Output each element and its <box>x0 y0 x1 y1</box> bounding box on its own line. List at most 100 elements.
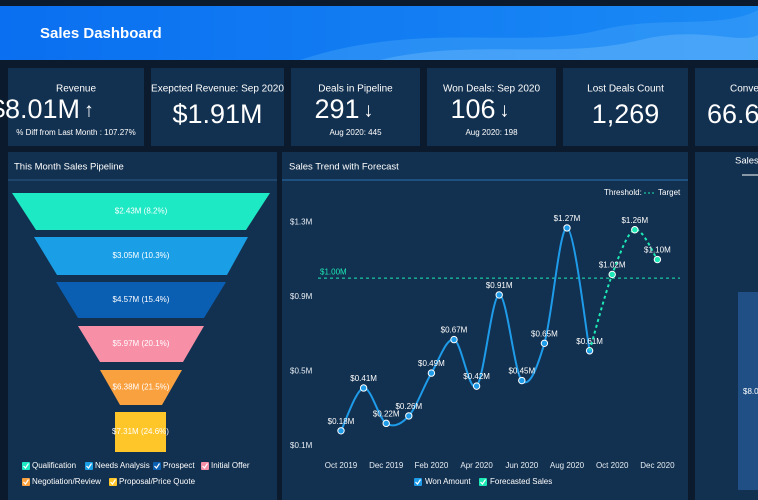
data-point <box>359 384 368 392</box>
kpi-card <box>8 68 144 146</box>
data-label: $0.49M <box>418 359 445 368</box>
y-tick-label: $0.5M <box>290 366 313 375</box>
data-label: $0.22M <box>373 409 400 418</box>
kpi-label: Won Deals: Sep 2020 <box>443 84 541 95</box>
legend-check <box>110 479 116 485</box>
x-tick-label: Oct 2020 <box>596 461 629 470</box>
data-point <box>631 226 639 234</box>
line-chart: $0.1M $0.5M $0.9M $1.3M Oct 2019 Dec 2019 Feb … <box>290 188 681 486</box>
legend-checkbox <box>22 478 30 486</box>
legend-label: Forecasted Sales <box>490 477 552 486</box>
data-point <box>540 339 549 348</box>
data-label: $0.67M <box>441 326 468 335</box>
kpi-value: 66.6 <box>707 99 758 129</box>
funnel-segment <box>115 412 166 452</box>
kpi-value: $8.01M <box>0 94 80 124</box>
dashboard-title: Sales Dashboard <box>40 25 162 42</box>
legend-check <box>23 479 29 485</box>
header-wave <box>380 34 758 60</box>
legend-label: Target <box>658 188 681 197</box>
legend-label: Won Amount <box>425 477 471 486</box>
kpi-value: 291 <box>314 94 359 124</box>
funnel-segment <box>56 282 226 318</box>
data-label: $4.57M (15.4%) <box>113 295 170 304</box>
data-point <box>337 427 345 435</box>
y-tick-label: $1.3M <box>290 217 313 226</box>
kpi-trend: ↓ <box>500 99 510 121</box>
legend-label: Qualification <box>32 461 76 470</box>
legend-label: Proposal/Price Quote <box>119 477 196 486</box>
data-point <box>653 255 662 264</box>
legend-check <box>23 463 29 469</box>
data-label: $5.97M (20.1%) <box>113 339 170 348</box>
kpi-value: 1,269 <box>592 99 660 129</box>
kpi-label: Lost Deals Count <box>587 84 664 95</box>
panel-title: Sales <box>735 156 758 167</box>
data-label: $0.91M <box>486 281 513 290</box>
legend-checkbox <box>153 462 161 470</box>
data-label: $3.05M (10.3%) <box>113 251 170 260</box>
kpi-card <box>695 68 758 146</box>
data-point <box>472 382 481 390</box>
data-label: $1.10M <box>644 246 671 255</box>
side-value: $8.0 <box>743 387 758 396</box>
funnel-segment <box>12 193 270 230</box>
legend-label: Needs Analysis <box>95 461 150 470</box>
kpi-trend: ↓ <box>364 99 374 121</box>
kpi-row: Revenue$8.01M↑ % Diff from Last Month : 1… <box>0 68 758 146</box>
legend-label: Negotiation/Review <box>32 477 101 486</box>
data-label: $1.27M <box>554 214 581 223</box>
legend-check <box>86 463 92 469</box>
data-point <box>427 369 436 377</box>
legend-checkbox <box>414 478 422 486</box>
x-tick-label: Aug 2020 <box>550 461 585 470</box>
data-point <box>563 224 571 232</box>
data-label: $1.26M <box>621 216 648 225</box>
legend-label: Initial Offer <box>211 461 250 470</box>
data-point <box>405 412 413 420</box>
legend-checkbox <box>201 462 209 470</box>
data-label: $1.02M <box>599 261 626 270</box>
data-point <box>608 270 616 279</box>
data-point <box>518 376 526 385</box>
data-label: $6.38M (21.5%) <box>113 383 170 392</box>
data-label: $7.31M (24.6%) <box>112 427 169 436</box>
kpi-label: Exepcted Revenue: Sep 2020 <box>151 84 284 95</box>
kpi-card <box>151 68 284 146</box>
legend-check <box>415 479 421 485</box>
data-label: $0.41M <box>350 374 377 383</box>
legend-check <box>202 463 208 469</box>
data-label: $2.43M (8.2%) <box>115 207 168 216</box>
funnel-segment <box>34 237 248 275</box>
x-tick-label: Jun 2020 <box>505 461 538 470</box>
threshold-label: $1.00M <box>320 267 347 276</box>
y-tick-label: $0.9M <box>290 292 313 301</box>
data-label: $0.42M <box>463 372 490 381</box>
kpi-label: Conver <box>730 84 758 95</box>
x-tick-label: Feb 2020 <box>414 461 448 470</box>
x-tick-label: Oct 2019 <box>325 461 358 470</box>
legend-checkbox <box>85 462 93 470</box>
x-tick-label: Dec 2020 <box>640 461 675 470</box>
kpi-note: % Diff from Last Month : 107.27% <box>16 128 135 137</box>
legend-checkbox <box>109 478 117 486</box>
data-label: $0.26M <box>395 402 422 411</box>
kpi-card <box>427 68 556 146</box>
kpi-value: $1.91M <box>172 99 262 129</box>
legend-check <box>154 463 160 469</box>
kpi-card <box>291 68 420 146</box>
panel-title: This Month Sales Pipeline <box>14 162 124 173</box>
legend-checkbox <box>479 478 487 486</box>
side-bar <box>738 292 758 490</box>
kpi-label: Deals in Pipeline <box>318 84 393 95</box>
legend-label: Prospect <box>163 461 195 470</box>
header-wave <box>300 10 758 60</box>
legend-check <box>480 479 486 485</box>
panel-title: Sales Trend with Forecast <box>289 162 399 173</box>
data-label: $0.61M <box>576 337 603 346</box>
data-point <box>382 419 390 428</box>
funnel-chart: $2.43M (8.2%) $3.05M (10.3%) $4.57M (15.4%… <box>12 193 270 486</box>
kpi-trend: ↑ <box>84 99 94 121</box>
